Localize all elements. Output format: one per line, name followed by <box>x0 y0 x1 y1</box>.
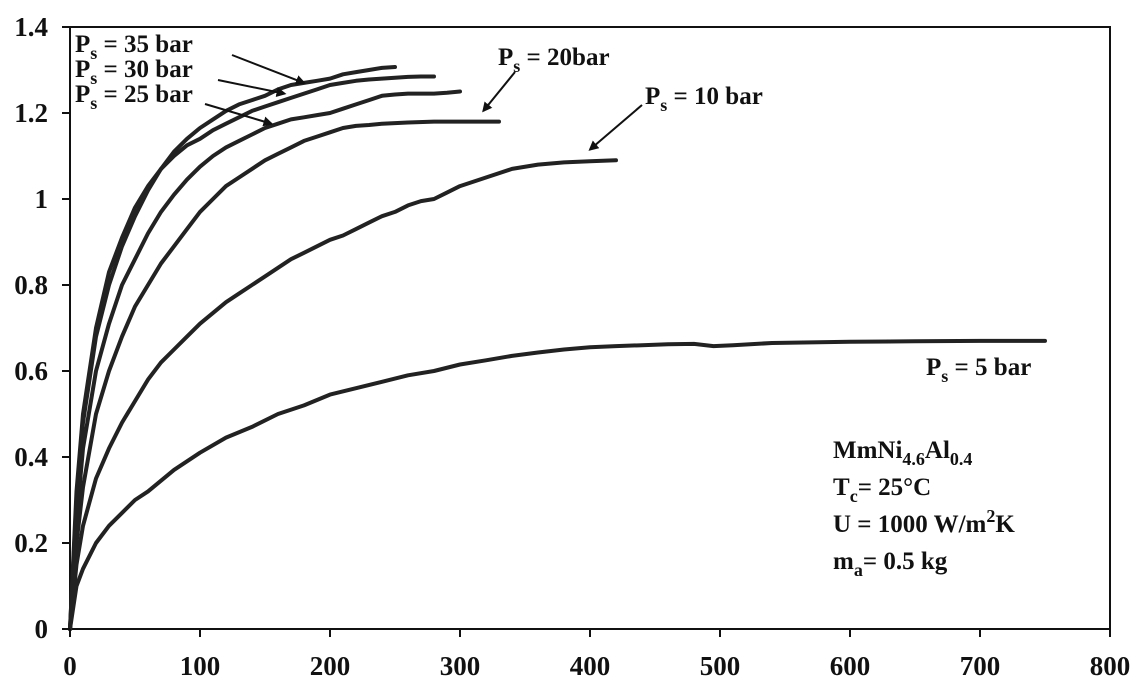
ticks-layer: 0 100 200 300 400 500 600 700 800 0 0.2 0.4 0.6 0.8 1 1… <box>14 12 1130 681</box>
series-label-ps-5: Ps = 5 bar <box>926 354 1031 386</box>
series-label-arrow <box>482 71 516 113</box>
x-tick-label: 500 <box>700 651 741 681</box>
x-tick-label: 100 <box>180 651 221 681</box>
series-label-arrow <box>231 54 306 85</box>
series-line-ps-5 <box>68 338 1047 631</box>
annotation-alloy: MmNi4.6Al0.4 <box>833 437 972 469</box>
series-label-ps-35: Ps = 35 bar <box>75 31 193 63</box>
series-label-arrow <box>588 104 643 151</box>
y-tick-label: 0.6 <box>14 356 48 386</box>
annotation-temperature: Tc= 25°C <box>833 474 931 506</box>
series-label-ps-10: Ps = 10 bar <box>645 83 763 115</box>
x-tick-label: 200 <box>310 651 351 681</box>
arrow-layer <box>204 54 643 151</box>
plot-frame-layer <box>69 26 1111 630</box>
series-line-ps-20 <box>68 119 501 631</box>
annotation-layer: MmNi4.6Al0.4 Tc= 25°CU = 1000 W/m2K ma= 0.… <box>833 437 1015 580</box>
x-tick-label: 0 <box>63 651 77 681</box>
x-tick-label: 400 <box>570 651 611 681</box>
y-tick-label: 1.2 <box>14 98 48 128</box>
y-tick-label: 0.2 <box>14 528 48 558</box>
x-tick-label: 600 <box>830 651 871 681</box>
series-label-arrow <box>204 103 274 127</box>
y-tick-label: 0.4 <box>14 442 48 472</box>
x-tick-label: 700 <box>960 651 1001 681</box>
series-label-ps-30: Ps = 30 bar <box>75 56 193 88</box>
series-label-ps-20: Ps = 20bar <box>498 44 610 76</box>
series-label-ps-25: Ps = 25 bar <box>75 81 193 113</box>
series-line-ps-10 <box>68 158 618 631</box>
annotation-mass: ma= 0.5 kg <box>833 548 948 580</box>
series-layer <box>68 65 1047 631</box>
x-tick-label: 800 <box>1090 651 1131 681</box>
series-label-arrow <box>217 79 287 97</box>
y-tick-label: 1 <box>35 184 49 214</box>
y-tick-label: 0 <box>35 614 49 644</box>
plot-frame <box>69 26 1111 630</box>
y-tick-label: 0.8 <box>14 270 48 300</box>
annotation-heat-coefficient: U = 1000 W/m2K <box>833 506 1015 538</box>
x-tick-label: 300 <box>440 651 481 681</box>
y-tick-label: 1.4 <box>14 12 48 42</box>
series-line-ps-25 <box>68 89 462 631</box>
series-line-ps-30 <box>68 74 436 631</box>
